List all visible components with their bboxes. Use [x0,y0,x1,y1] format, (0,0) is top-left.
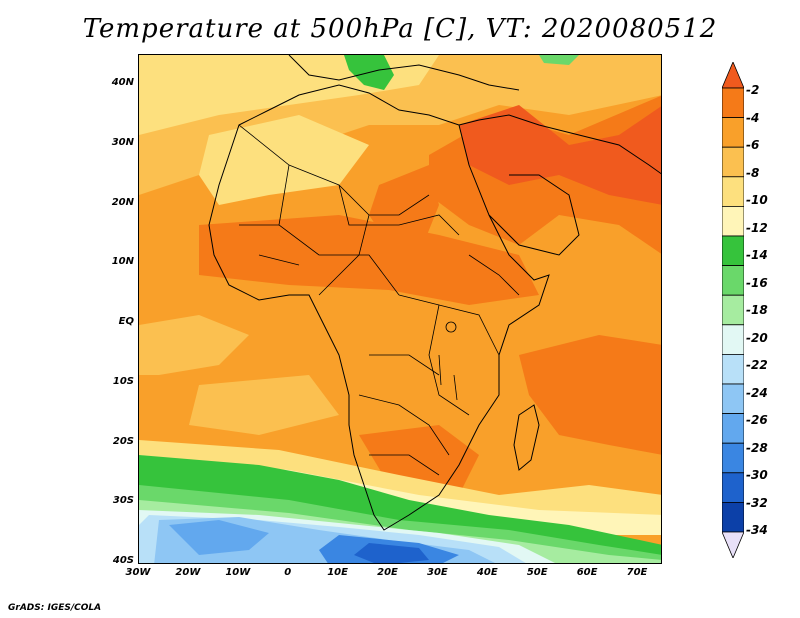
colorbar-label: -18 [746,303,768,317]
country-borders [238,124,520,476]
colorbar-segment [722,146,744,178]
field-cold-4 [169,520,269,555]
colorbar-label: -20 [746,330,768,345]
colorbar-label: -2 [746,83,760,97]
lon-label: 30W [125,567,151,578]
colorbar-label: -4 [746,110,760,125]
lat-label: 10N [111,256,134,268]
colorbar-segment [722,62,744,89]
lat-label: EQ [118,316,134,327]
lat-label: 20S [112,435,134,447]
field-indian-ocean-hot [519,335,661,455]
lon-label: 40E [476,567,498,578]
colorbar-segment [722,294,744,326]
colorbar-label: -34 [746,523,768,537]
colorbar-segment [722,531,744,558]
lon-label: 20E [377,567,398,578]
colorbar-segment [722,413,744,444]
colorbar-label: -10 [746,193,768,207]
colorbar-label: -22 [746,358,768,372]
field-sahel-hot [199,215,539,305]
lon-label: 60E [576,567,598,578]
lon-label: 10W [225,567,251,578]
colorbar-segment [722,205,744,237]
field-cold-6 [354,543,429,563]
lon-label: 10E [327,567,348,578]
colorbar-segment [722,501,744,533]
map-plot-area[interactable] [138,54,662,564]
colorbar-segment [722,353,744,385]
lat-label: 10S [112,375,134,387]
lat-label: 30N [111,136,134,148]
colorbar-segment [722,117,744,148]
colorbar-label: -28 [746,440,768,455]
colorbar-label: -24 [746,385,768,400]
field-south-pale [139,440,661,525]
lat-label: 40N [111,77,134,88]
colorbar-segment [722,235,744,267]
colorbar-label: -12 [746,220,768,235]
colorbar-label: -6 [746,138,760,152]
chart-title: Temperature at 500hPa [C], VT: 202008051… [82,14,718,44]
colorbar-label: -30 [746,468,768,482]
colorbar-label: -8 [746,165,760,180]
temperature-map [139,55,661,563]
lat-label: 40S [112,555,134,566]
colorbar [722,62,744,558]
lon-label: 20W [175,567,201,578]
field-atlantic-pale-2 [189,375,339,435]
lon-label: 50E [526,567,548,578]
colorbar-segment [722,472,744,503]
lat-label: 30S [112,495,134,507]
lon-label: 0 [284,567,292,578]
colorbar-label: -32 [746,495,768,510]
colorbar-segment [722,87,744,119]
field-sahara-pale [199,115,369,205]
lakes [438,321,458,401]
lon-label: 70E [626,567,648,578]
field-mideast-hottest [459,105,661,205]
lon-label: 30E [427,567,448,578]
lat-label: 20N [111,196,134,208]
coastlines [208,55,661,531]
colorbar-label: -16 [746,275,768,290]
footer-credit: GrADS: IGES/COLA [8,603,102,613]
field-ne-green [539,55,579,65]
colorbar-segment [722,176,744,207]
colorbar-segment [722,324,744,355]
colorbar-segment [722,442,744,474]
field-atlantic-pale-1 [139,315,249,375]
colorbar-label: -26 [746,413,768,427]
colorbar-segment [722,383,744,415]
colorbar-segment [722,265,744,296]
colorbar-label: -14 [746,248,768,262]
